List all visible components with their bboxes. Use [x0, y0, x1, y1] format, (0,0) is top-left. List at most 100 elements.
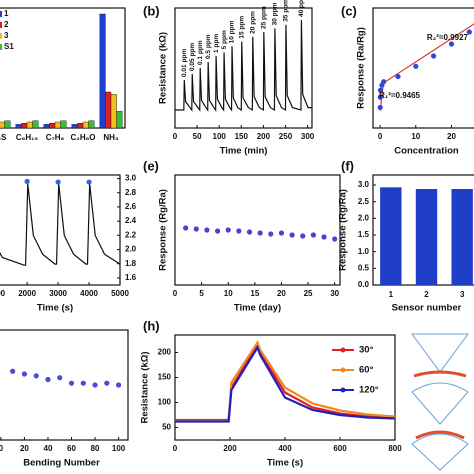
- y-tick-label: 200: [158, 348, 172, 357]
- x-tick-label: 20: [447, 132, 456, 141]
- x-tick-label: 20: [277, 289, 286, 298]
- data-point: [431, 53, 437, 59]
- bar: [77, 122, 84, 129]
- x-tick-label: 60: [67, 444, 76, 453]
- x-tick-label: C₆H₁₅: [16, 133, 38, 142]
- x-axis-label: Time (day): [234, 303, 281, 314]
- data-point: [21, 371, 28, 377]
- annotation: 0.1 ppm: [197, 40, 204, 65]
- data-point: [377, 94, 383, 100]
- data-point: [225, 227, 231, 233]
- y-axis-label: Response (Rg/Ra): [158, 189, 169, 271]
- series-line: [0, 183, 121, 266]
- x-tick-label: 20: [20, 444, 29, 453]
- annotation: 30 ppm: [272, 2, 279, 25]
- annotation: 35 ppm: [283, 0, 290, 22]
- bar: [82, 121, 89, 129]
- legend-label: 30°: [359, 345, 374, 356]
- data-point: [268, 231, 274, 237]
- bar: [105, 91, 112, 129]
- annotation: 1 ppm: [213, 34, 220, 53]
- x-tick-label: 4000: [80, 289, 98, 298]
- bar: [15, 124, 22, 129]
- data-point: [310, 232, 316, 238]
- annotation: R₁²=0.9465: [379, 91, 420, 100]
- plot-frame: [0, 329, 129, 441]
- data-point: [204, 227, 210, 233]
- y-tick-label: 0.0: [358, 280, 370, 289]
- x-tick-label: 800: [388, 444, 402, 453]
- data-point: [104, 380, 110, 386]
- bar: [26, 121, 33, 129]
- diagram-sensor: [415, 430, 465, 440]
- bar: [380, 187, 402, 285]
- diagram-flat: [411, 333, 469, 373]
- bar: [110, 94, 117, 129]
- x-axis-label: Time (s): [267, 458, 303, 469]
- y-axis-label: Resistance (kΩ): [140, 351, 151, 423]
- legend-label: 3: [4, 31, 9, 40]
- data-point: [381, 79, 387, 85]
- x-tick-label: 0: [173, 132, 178, 141]
- x-tick-label: 30: [330, 289, 339, 298]
- legend-swatch: [0, 33, 2, 39]
- data-point: [246, 229, 253, 235]
- annotation: 10 ppm: [229, 20, 236, 43]
- data-point: [377, 104, 383, 111]
- x-axis-label: Time (min): [220, 146, 268, 157]
- series-line: [175, 19, 312, 112]
- x-tick-label: 1000: [0, 289, 6, 298]
- x-tick-label: 2: [424, 290, 429, 299]
- bar: [415, 189, 438, 285]
- bar: [4, 120, 11, 129]
- x-axis-label: Time (s): [37, 303, 73, 314]
- data-point: [86, 179, 92, 185]
- series-line: [175, 344, 396, 423]
- y-tick-label: 1.5: [358, 230, 370, 239]
- x-tick-label: 1: [389, 290, 394, 299]
- bar: [49, 122, 56, 129]
- panel-label: (c): [341, 3, 357, 18]
- annotation: 0.5 ppm: [205, 34, 212, 59]
- diagram-bent-more: [411, 433, 469, 471]
- x-axis-label: Sensor number: [392, 303, 462, 314]
- x-tick-label: 600: [333, 444, 347, 453]
- bar: [21, 122, 28, 129]
- series-line: [175, 342, 396, 422]
- y-tick-label: 1.0: [358, 247, 370, 256]
- y-axis-label: Resistance (kΩ): [158, 32, 169, 104]
- x-tick-label: 100: [213, 132, 227, 141]
- x-tick-label: 200: [223, 444, 237, 453]
- plot-frame: [0, 174, 121, 286]
- data-point: [300, 233, 306, 239]
- bar: [88, 120, 95, 129]
- x-tick-label: 10: [411, 132, 420, 141]
- x-tick-label: 40: [44, 444, 53, 453]
- x-tick-label: 0: [378, 132, 383, 141]
- data-point: [257, 230, 263, 236]
- legend-marker: [340, 367, 346, 373]
- y-tick-label: 2.5: [358, 197, 370, 206]
- y-tick-label: 2.0: [358, 213, 370, 222]
- annotation: R₂²=0.9927: [427, 33, 469, 42]
- data-point: [214, 228, 221, 234]
- x-tick-label: 200: [257, 132, 271, 141]
- y2-tick-label: 3.0: [125, 174, 137, 183]
- x-tick-label: NH₃: [103, 133, 119, 142]
- x-tick-label: 0: [173, 289, 178, 298]
- data-point: [55, 179, 61, 185]
- legend-label: 2: [4, 20, 9, 29]
- y-axis-label: Response (Rg/Ra): [338, 189, 349, 271]
- y-axis-label: Response (Ra/Rg): [356, 27, 367, 109]
- data-point: [24, 178, 30, 184]
- y-tick-label: 0.5: [358, 263, 370, 272]
- x-tick-label: H₂S: [0, 133, 7, 142]
- data-point: [57, 375, 63, 381]
- annotation: 25 ppm: [261, 6, 268, 29]
- data-point: [278, 230, 285, 236]
- legend-label: 60°: [359, 365, 374, 376]
- plot-frame: [174, 174, 341, 286]
- x-tick-label: C₂H₆O: [71, 133, 96, 142]
- y-tick-label: 3.0: [358, 180, 370, 189]
